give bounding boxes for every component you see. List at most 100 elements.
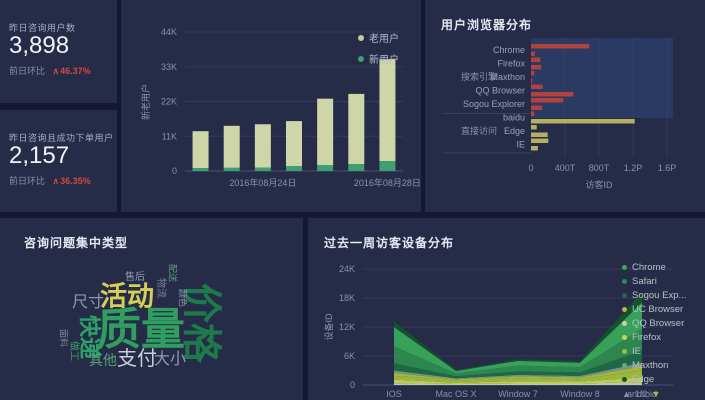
svg-text:设备ID: 设备ID: [323, 313, 334, 341]
panel-title: 过去一周访客设备分布: [324, 236, 455, 250]
kpi-compare-row: 前日环比 ∧36.35%: [9, 174, 91, 187]
svg-text:400T: 400T: [555, 163, 576, 173]
legend-pager: ▲ 1/2 ▼: [622, 389, 704, 399]
legend-dot-icon: [358, 55, 364, 62]
svg-text:12K: 12K: [339, 322, 355, 332]
kpi-delta: ∧36.35%: [53, 176, 91, 186]
svg-text:Firefox: Firefox: [497, 59, 525, 69]
wordcloud-word: 尺寸: [71, 294, 105, 311]
svg-text:Window 8: Window 8: [560, 389, 600, 399]
svg-text:0: 0: [350, 380, 355, 390]
wordcloud-canvas[interactable]: 质量 价格 活动 快递 尺寸 支付 大小 其他 售后 物流 配送 颜色 做工 面料: [0, 218, 303, 400]
panel-browser-distribution: 用户浏览器分布 0 400T 800T 1.2P 1.6P Chrome Firefox Ma…: [425, 0, 705, 212]
svg-text:QQ Browser: QQ Browser: [475, 86, 525, 96]
new-old-users-bar-chart[interactable]: 0 11K 22K 33K 44K 新老用户 2016年08月24日 2016年08月28日: [121, 0, 421, 212]
legend-label: 新用户: [369, 55, 399, 66]
legend-label: Firefox: [632, 332, 662, 343]
legend-item-Edge[interactable]: Edge: [622, 374, 704, 385]
svg-text:11K: 11K: [162, 131, 177, 141]
kpi-card-consult-users: 昨日咨询用户数 3,898 前日环比 ∧46.37%: [0, 0, 117, 103]
wordcloud-word: 物流: [155, 278, 166, 298]
wordcloud-word: 颜色: [177, 288, 188, 308]
kpi-compare-row: 前日环比 ∧46.37%: [9, 64, 91, 77]
legend-label: Sogou Exp...: [632, 290, 687, 301]
kpi-value: 2,157: [9, 142, 70, 169]
legend-item-Sogou Exp...[interactable]: Sogou Exp...: [622, 290, 704, 301]
svg-text:0: 0: [528, 163, 533, 173]
kpi-value: 3,898: [9, 32, 70, 59]
legend-item-Safari[interactable]: Safari: [622, 276, 704, 287]
legend-item-Firefox[interactable]: Firefox: [622, 332, 704, 343]
legend-page-down-icon[interactable]: ▼: [651, 389, 661, 399]
legend-page-indicator: 1/2: [634, 389, 648, 399]
svg-text:Mac OS X: Mac OS X: [435, 389, 476, 399]
svg-text:Edge: Edge: [504, 126, 525, 136]
legend-page-up-icon[interactable]: ▲: [622, 389, 631, 399]
svg-text:Chrome: Chrome: [493, 45, 525, 55]
panel-device-distribution: 过去一周访客设备分布 0 6K 12K 18K 24K 设备ID IOS Mac OS X Wi…: [308, 218, 705, 400]
svg-text:android: android: [627, 389, 657, 399]
svg-text:新老用户: 新老用户: [140, 84, 151, 120]
wordcloud-word: 售后: [125, 272, 145, 283]
wordcloud-word: 大小: [153, 351, 187, 368]
svg-text:baidu: baidu: [503, 113, 525, 123]
legend-dot-icon: [622, 349, 627, 354]
legend-label: Chrome: [632, 262, 666, 273]
legend-dot-icon: [622, 293, 627, 298]
legend-item-Chrome[interactable]: Chrome: [622, 262, 704, 273]
legend-label: 老用户: [369, 34, 399, 45]
wordcloud-word: 质量: [97, 305, 185, 354]
panel-title: 咨询问题集中类型: [24, 236, 129, 250]
legend-item-IE[interactable]: IE: [622, 346, 704, 357]
svg-text:33K: 33K: [161, 62, 177, 72]
kpi-delta: ∧46.37%: [53, 66, 91, 76]
kpi-title: 昨日咨询且成功下单用户: [9, 133, 114, 143]
up-arrow-icon: ∧: [52, 66, 60, 76]
browser-distribution-bar-chart[interactable]: 0 400T 800T 1.2P 1.6P Chrome Firefox Maxthon QQ …: [425, 0, 705, 212]
legend-dot-icon: [622, 335, 627, 340]
panel-title: 用户浏览器分布: [441, 18, 533, 32]
svg-text:44K: 44K: [161, 27, 177, 37]
wordcloud-word: 支付: [117, 348, 157, 370]
svg-text:访客ID: 访客ID: [585, 179, 613, 190]
legend-item-UC Browser[interactable]: UC Browser: [622, 304, 704, 315]
legend-dot-icon: [622, 307, 627, 312]
bar-chart-legend: 老用户 新用户: [358, 30, 399, 72]
kpi-delta-value: 46.37%: [60, 66, 91, 76]
kpi-title: 昨日咨询用户数: [9, 23, 76, 33]
svg-text:搜索引擎: 搜索引擎: [461, 71, 497, 82]
legend-label: QQ Browser: [632, 318, 685, 329]
wordcloud-word: 配送: [167, 263, 178, 283]
panel-new-old-users: 0 11K 22K 33K 44K 新老用户 2016年08月24日 2016年08月28日 …: [121, 0, 421, 212]
area-chart-legend: Chrome Safari Sogou Exp... UC Browser QQ Bro…: [622, 262, 704, 399]
svg-text:22K: 22K: [161, 97, 177, 107]
legend-dot-icon: [622, 321, 627, 326]
svg-text:2016年08月28日: 2016年08月28日: [354, 177, 421, 188]
svg-text:2016年08月24日: 2016年08月24日: [229, 177, 296, 188]
svg-text:Maxthon: Maxthon: [490, 72, 525, 82]
svg-text:1.2P: 1.2P: [624, 163, 643, 173]
svg-text:18K: 18K: [339, 293, 355, 303]
legend-item-QQ Browser[interactable]: QQ Browser: [622, 318, 704, 329]
legend-dot-icon: [358, 34, 364, 41]
legend-label: Maxthon: [632, 360, 669, 371]
svg-text:Sogou Explorer: Sogou Explorer: [463, 99, 525, 109]
legend-label: Safari: [632, 276, 657, 287]
wordcloud-word: 做工: [68, 341, 79, 361]
device-distribution-area-chart[interactable]: 0 6K 12K 18K 24K 设备ID IOS Mac OS X Window 7 Windo…: [308, 218, 705, 400]
legend-label: UC Browser: [632, 304, 684, 315]
legend-label: Edge: [632, 374, 655, 385]
legend-item-老用户[interactable]: 老用户: [358, 30, 399, 45]
wordcloud-word: 其他: [89, 352, 117, 368]
legend-item-新用户[interactable]: 新用户: [358, 51, 399, 66]
legend-item-Maxthon[interactable]: Maxthon: [622, 360, 704, 371]
svg-text:0: 0: [172, 166, 177, 176]
wordcloud-word: 面料: [58, 328, 69, 348]
legend-dot-icon: [622, 265, 627, 270]
svg-text:IOS: IOS: [386, 389, 402, 399]
svg-text:直接访问: 直接访问: [461, 125, 497, 136]
svg-text:IE: IE: [516, 140, 525, 150]
kpi-delta-value: 36.35%: [60, 176, 91, 186]
svg-text:800T: 800T: [589, 163, 610, 173]
